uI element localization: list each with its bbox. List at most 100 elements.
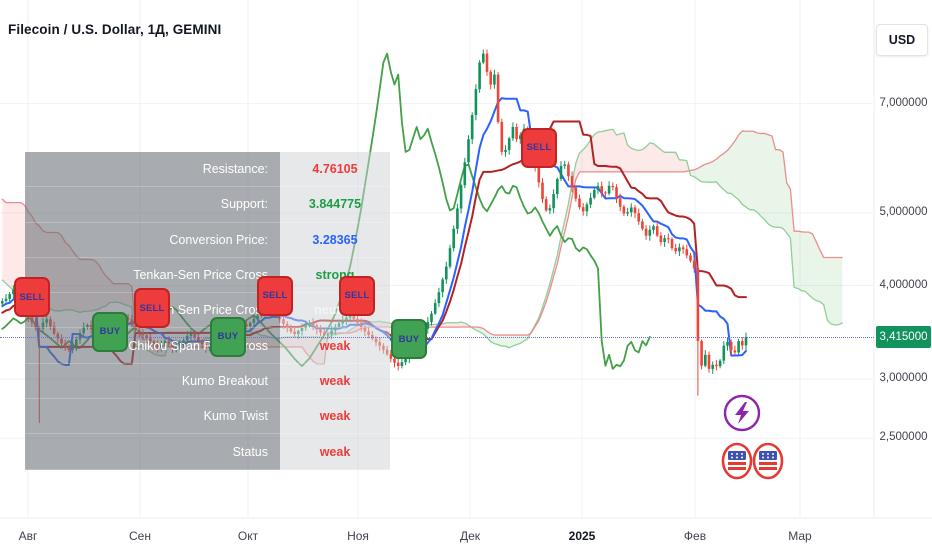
kumo-cloud: [686, 130, 843, 325]
price-tick-label: 4,000000: [879, 278, 928, 291]
sell-signal-badge: SELL: [257, 275, 293, 316]
panel-row: Kumo Twist weak: [25, 399, 390, 435]
candle-body: [711, 364, 714, 369]
candle-body: [493, 74, 496, 85]
lightning-drawing-icon[interactable]: [720, 391, 764, 435]
candle-body: [556, 178, 559, 194]
candle-body: [426, 321, 430, 329]
time-tick-label: 2025: [568, 529, 596, 543]
candle-body: [459, 185, 463, 209]
panel-row-value: 4.76105: [280, 152, 390, 188]
panel-row-value: weak: [280, 328, 390, 364]
candle-body: [4, 298, 8, 302]
price-tick-label: 3,000000: [879, 372, 928, 384]
lightning-bolt-icon: [735, 402, 749, 424]
panel-row-label: Kumo Breakout: [25, 363, 280, 400]
candle-body: [718, 360, 722, 367]
candle-body: [633, 207, 637, 214]
candle-body: [404, 358, 407, 363]
candle-body: [541, 182, 544, 200]
candle-body: [433, 303, 437, 314]
candle-body: [700, 340, 703, 366]
candle-body: [578, 198, 581, 208]
candle-body: [707, 354, 711, 369]
candle-body: [615, 187, 618, 199]
candle-body: [559, 165, 563, 179]
candle-body: [511, 127, 515, 139]
candle-body: [448, 248, 452, 267]
buy-signal-badge: BUY: [391, 319, 427, 360]
panel-row: Chikou Span Price Cross weak: [25, 328, 390, 364]
candle-body: [722, 345, 726, 361]
candle-body: [692, 260, 696, 269]
candle-body: [622, 206, 626, 214]
flag-ring: [752, 442, 784, 480]
panel-row-value: weak: [280, 434, 390, 470]
panel-row-label: Conversion Price:: [25, 222, 280, 258]
price-axis[interactable]: 7,000000 5,000000 4,000000 3,000000 2,500000…: [875, 0, 932, 518]
candle-body: [393, 358, 396, 363]
candle-body: [12, 289, 15, 295]
candle-body: [674, 248, 677, 252]
panel-row-label: Status: [25, 434, 280, 470]
panel-row: Resistance: 4.76105: [25, 152, 390, 188]
time-tick-label: Ноя: [347, 529, 369, 543]
ichimoku-signals-panel: Resistance: 4.76105 Support: 3.844775 Conver…: [25, 152, 390, 470]
time-axis[interactable]: Авг Сен Окт Ноя Дек 2025 Фев Мар: [0, 524, 875, 550]
candle-body: [496, 74, 500, 123]
candle-body: [596, 186, 600, 190]
currency-toggle-button[interactable]: USD: [876, 24, 928, 56]
panel-row: Conversion Price: 3.28365: [25, 222, 390, 258]
time-tick-label: Сен: [129, 529, 151, 543]
candle-body: [630, 207, 633, 213]
candle-body: [467, 139, 470, 163]
candle-body: [452, 228, 455, 249]
flag-drawing-icon[interactable]: [752, 442, 786, 480]
candle-body: [445, 266, 448, 280]
candle-body: [737, 341, 740, 353]
candle-body: [600, 186, 603, 193]
candle-body: [507, 138, 511, 150]
flag-stripe: [759, 467, 777, 470]
candle-body: [637, 213, 640, 222]
sell-signal-badge: SELL: [14, 277, 50, 318]
candle-body: [581, 207, 585, 212]
buy-signal-badge: BUY: [210, 316, 246, 357]
candle-body: [704, 354, 707, 366]
flag-canton: [728, 451, 746, 460]
candle-body: [552, 193, 555, 209]
candle-body: [663, 238, 666, 243]
candle-body: [667, 238, 670, 240]
candle-body: [604, 192, 607, 194]
candle-body: [574, 187, 578, 199]
candle-body: [648, 229, 652, 236]
current-price-line: [0, 336, 874, 338]
flag-stripe: [759, 462, 777, 465]
candle-body: [641, 221, 644, 229]
time-tick-label: Мар: [788, 529, 812, 543]
flag-ring: [721, 442, 753, 480]
current-price-badge[interactable]: 3,415000: [876, 325, 931, 348]
panel-row: Tenkan-Sen Price Cross strong: [25, 257, 390, 294]
candle-body: [652, 226, 655, 230]
panel-row-label: Resistance:: [25, 152, 280, 188]
candle-body: [733, 350, 737, 353]
candle-body: [504, 149, 507, 152]
panel-row-value: weak: [280, 363, 390, 400]
buy-signal-badge: BUY: [92, 311, 128, 352]
candle-body: [0, 301, 4, 304]
symbol-title[interactable]: Filecoin / U.S. Dollar, 1Д, GEMINI: [8, 22, 222, 37]
panel-row: Kijun Sen Price Cross neutral: [25, 293, 390, 329]
candle-body: [544, 199, 548, 211]
panel-row-label: Tenkan-Sen Price Cross: [25, 257, 280, 294]
candle-body: [396, 362, 400, 367]
flag-drawing-icon[interactable]: [721, 442, 755, 480]
candle-body: [441, 279, 444, 293]
price-tick-label: 5,000000: [879, 205, 928, 218]
candle-body: [659, 235, 663, 243]
candle-body: [744, 336, 748, 346]
candle-body: [585, 204, 589, 212]
candle-body: [537, 167, 541, 183]
candle-body: [618, 198, 622, 207]
